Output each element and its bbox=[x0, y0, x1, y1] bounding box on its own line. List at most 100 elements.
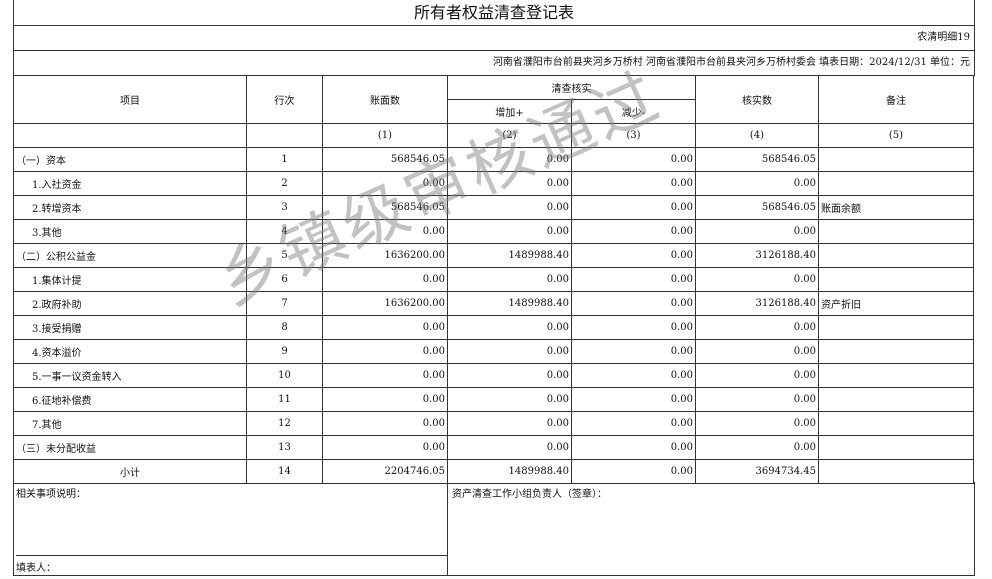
related-notes-label: 相关事项说明： bbox=[16, 489, 86, 500]
cell-note bbox=[818, 171, 974, 196]
cell-ver: 0.00 bbox=[695, 171, 819, 196]
table-row: 5.一事一议资金转入 10 0.00 0.00 0.00 0.00 bbox=[13, 363, 974, 388]
cell-line: 3 bbox=[246, 195, 323, 220]
table-row: 1.入社资金 2 0.00 0.00 0.00 0.00 bbox=[13, 171, 974, 196]
table-row: 小计 14 2204746.05 1489988.40 0.00 3694734.45 bbox=[13, 459, 974, 484]
cell-dec: 0.00 bbox=[571, 171, 696, 196]
cell-dec: 0.00 bbox=[571, 291, 696, 316]
cell-note bbox=[818, 219, 974, 244]
cell-ver: 0.00 bbox=[695, 267, 819, 292]
cell-book: 568546.05 bbox=[322, 147, 448, 172]
cell-note bbox=[818, 459, 974, 484]
table-row: 1.集体计提 6 0.00 0.00 0.00 0.00 bbox=[13, 267, 974, 292]
cell-item: 2.转增资本 bbox=[13, 195, 247, 220]
cell-inc: 0.00 bbox=[447, 315, 572, 340]
cell-ver: 0.00 bbox=[695, 411, 819, 436]
cell-dec: 0.00 bbox=[571, 435, 696, 460]
table-row: 2.转增资本 3 568546.05 0.00 0.00 568546.05 账面余额 bbox=[13, 195, 974, 220]
cell-line: 14 bbox=[246, 459, 323, 484]
cell-inc: 0.00 bbox=[447, 387, 572, 412]
cell-item: （二）公积公益金 bbox=[13, 243, 247, 268]
cell-line: 12 bbox=[246, 411, 323, 436]
cell-line: 8 bbox=[246, 315, 323, 340]
cell-dec: 0.00 bbox=[571, 363, 696, 388]
cell-item: 7.其他 bbox=[13, 411, 247, 436]
cell-inc: 1489988.40 bbox=[447, 291, 572, 316]
cell-ver: 0.00 bbox=[695, 363, 819, 388]
cell-book: 1636200.00 bbox=[322, 243, 448, 268]
table-row: 3.接受捐赠 8 0.00 0.00 0.00 0.00 bbox=[13, 315, 974, 340]
cell-inc: 0.00 bbox=[447, 267, 572, 292]
cell-inc: 0.00 bbox=[447, 435, 572, 460]
cell-ver: 3126188.40 bbox=[695, 291, 819, 316]
table-row: （一）资本 1 568546.05 0.00 0.00 568546.05 bbox=[13, 147, 974, 172]
header-check: 清查核实 bbox=[447, 75, 696, 100]
cell-item: 小计 bbox=[13, 459, 247, 484]
cell-inc: 0.00 bbox=[447, 147, 572, 172]
cell-book: 0.00 bbox=[322, 387, 448, 412]
cell-ver: 0.00 bbox=[695, 387, 819, 412]
cell-note: 资产折旧 bbox=[818, 291, 974, 316]
colnum: (3) bbox=[571, 123, 696, 148]
colnum: (2) bbox=[447, 123, 572, 148]
header-increase: 增加+ bbox=[447, 99, 572, 124]
cell-book: 0.00 bbox=[322, 363, 448, 388]
cell-item: 6.征地补偿费 bbox=[13, 387, 247, 412]
cell-dec: 0.00 bbox=[571, 195, 696, 220]
colnum: (1) bbox=[322, 123, 448, 148]
cell-ver: 568546.05 bbox=[695, 147, 819, 172]
cell-dec: 0.00 bbox=[571, 219, 696, 244]
table-row: 4.资本溢价 9 0.00 0.00 0.00 0.00 bbox=[13, 339, 974, 364]
cell-line: 6 bbox=[246, 267, 323, 292]
footer-area: 相关事项说明： 填表人： 资产清查工作小组负责人（签章）： bbox=[13, 482, 975, 576]
form-code: 农清明细19 bbox=[13, 25, 975, 50]
cell-book: 0.00 bbox=[322, 435, 448, 460]
cell-item: 1.集体计提 bbox=[13, 267, 247, 292]
cell-inc: 0.00 bbox=[447, 195, 572, 220]
header-verified: 核实数 bbox=[695, 75, 819, 124]
cell-note: 账面余额 bbox=[818, 195, 974, 220]
cell-line: 1 bbox=[246, 147, 323, 172]
cell-line: 11 bbox=[246, 387, 323, 412]
cell-note bbox=[818, 315, 974, 340]
header-decrease: 减少- bbox=[571, 99, 696, 124]
cell-inc: 0.00 bbox=[447, 363, 572, 388]
cell-dec: 0.00 bbox=[571, 387, 696, 412]
cell-book: 0.00 bbox=[322, 411, 448, 436]
cell-book: 0.00 bbox=[322, 171, 448, 196]
cell-note bbox=[818, 339, 974, 364]
header-line: 行次 bbox=[246, 75, 323, 124]
table-row: （二）公积公益金 5 1636200.00 1489988.40 0.00 3126188… bbox=[13, 243, 974, 268]
cell-line: 4 bbox=[246, 219, 323, 244]
cell-ver: 0.00 bbox=[695, 435, 819, 460]
cell-line: 9 bbox=[246, 339, 323, 364]
cell-ver: 0.00 bbox=[695, 315, 819, 340]
cell-inc: 0.00 bbox=[447, 171, 572, 196]
cell-item: 3.其他 bbox=[13, 219, 247, 244]
cell-line: 7 bbox=[246, 291, 323, 316]
cell-item: 1.入社资金 bbox=[13, 171, 247, 196]
cell-book: 0.00 bbox=[322, 267, 448, 292]
cell-ver: 568546.05 bbox=[695, 195, 819, 220]
cell-book: 0.00 bbox=[322, 339, 448, 364]
cell-note bbox=[818, 387, 974, 412]
table-row: 7.其他 12 0.00 0.00 0.00 0.00 bbox=[13, 411, 974, 436]
cell-dec: 0.00 bbox=[571, 147, 696, 172]
cell-note bbox=[818, 411, 974, 436]
cell-dec: 0.00 bbox=[571, 267, 696, 292]
cell-dec: 0.00 bbox=[571, 315, 696, 340]
page-title: 所有者权益清查登记表 bbox=[13, 0, 975, 25]
cell-inc: 1489988.40 bbox=[447, 243, 572, 268]
cell-inc: 0.00 bbox=[447, 219, 572, 244]
cell-note bbox=[818, 363, 974, 388]
header-note: 备注 bbox=[818, 75, 974, 124]
table-row: （三）未分配收益 13 0.00 0.00 0.00 0.00 bbox=[13, 435, 974, 460]
cell-line: 5 bbox=[246, 243, 323, 268]
cell-ver: 3126188.40 bbox=[695, 243, 819, 268]
colnum bbox=[246, 123, 323, 148]
cell-note bbox=[818, 147, 974, 172]
cell-line: 10 bbox=[246, 363, 323, 388]
equity-table: 项目 行次 账面数 清查核实 核实数 备注 增加+ 减少- (1) (2) (3… bbox=[13, 75, 974, 484]
sign-label: 资产清查工作小组负责人（签章）： bbox=[452, 489, 607, 500]
colnum: (5) bbox=[818, 123, 974, 148]
